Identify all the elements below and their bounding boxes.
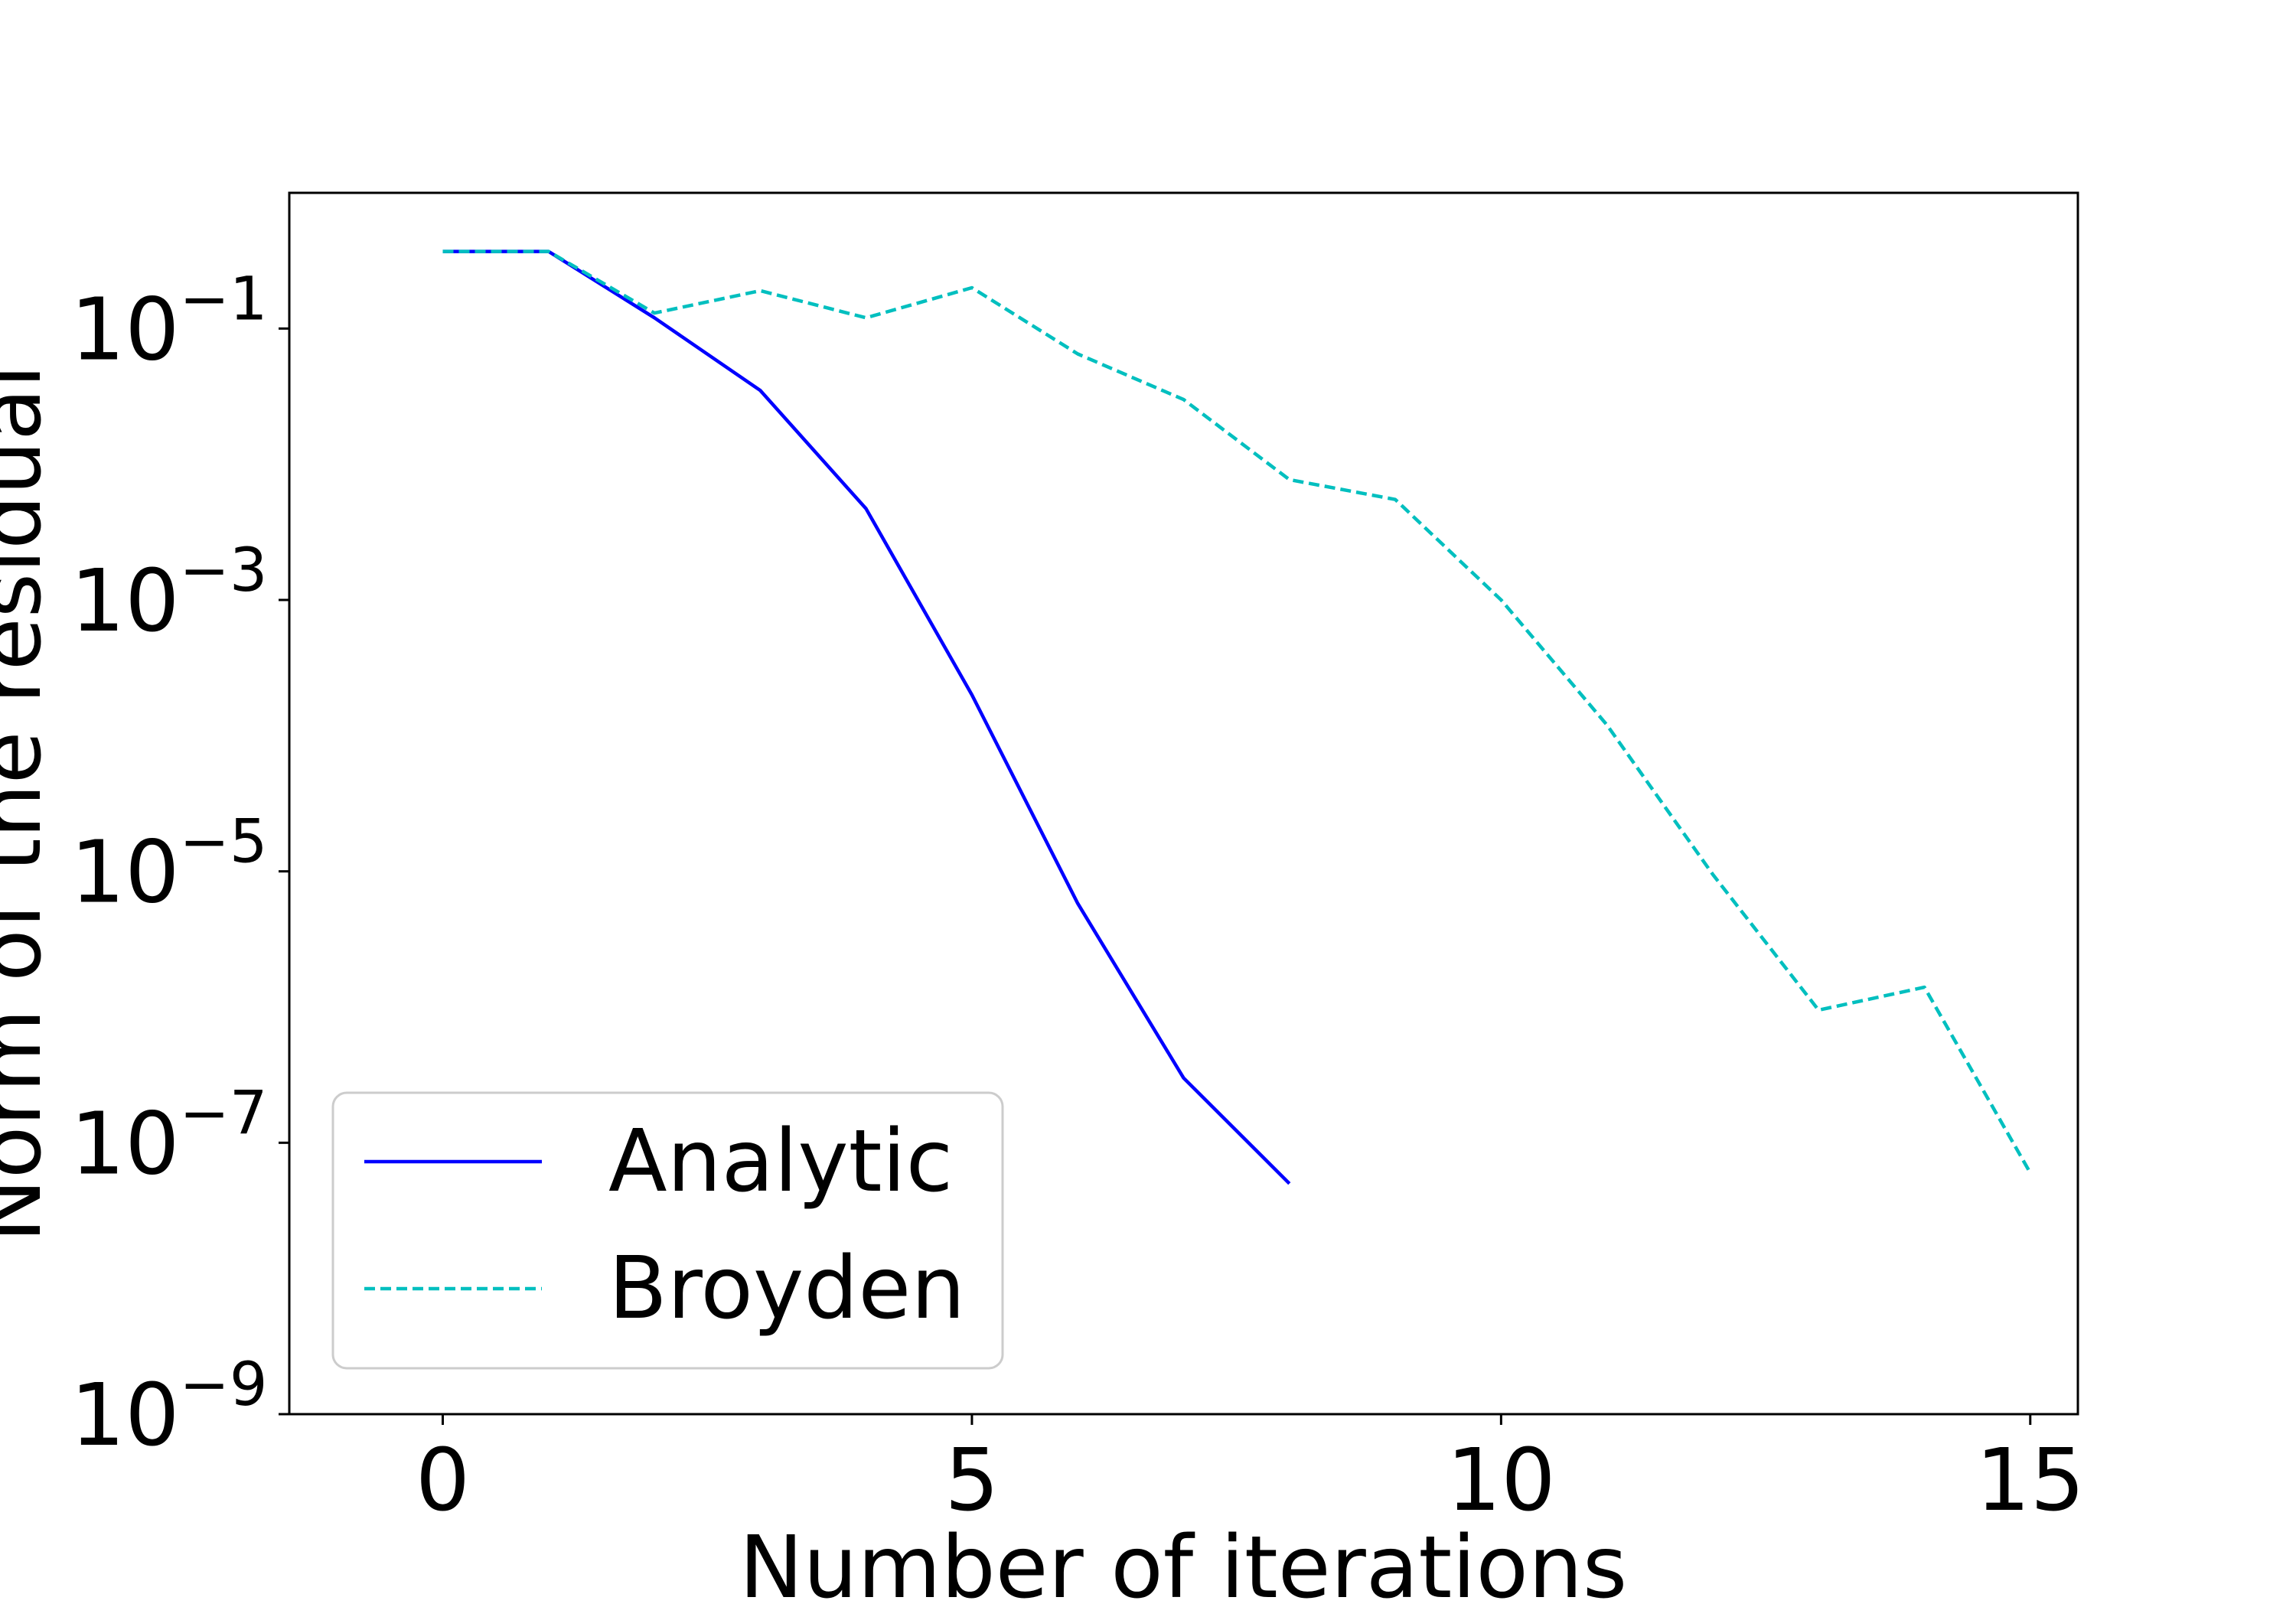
series-layer <box>442 249 2032 1185</box>
legend-label-analytic: Analytic <box>608 1112 953 1211</box>
series-line-broyden <box>442 249 2032 1174</box>
x-tick-label-15: 15 <box>1976 1431 2086 1530</box>
plot-frame <box>288 191 2079 1416</box>
y-tick-label-1em3: 10−3 <box>70 536 268 651</box>
x-tick-label-0: 0 <box>416 1431 470 1530</box>
y-tick-label-1em1: 10−1 <box>70 265 268 380</box>
x-axis-ticks: 0 5 10 15 <box>416 1414 2085 1530</box>
y-axis-label: Norm of the residual <box>0 364 60 1243</box>
legend: Analytic Broyden <box>331 1091 1004 1370</box>
x-axis-label: Number of iterations <box>739 1518 1628 1607</box>
legend-label-broyden: Broyden <box>608 1239 965 1338</box>
y-tick-label-1em5: 10−5 <box>70 808 268 923</box>
x-tick-label-5: 5 <box>944 1431 999 1530</box>
y-tick-label-1em9: 10−9 <box>70 1351 268 1465</box>
y-axis-ticks: 10−1 10−3 10−5 10−7 10−9 <box>70 265 289 1465</box>
x-tick-label-10: 10 <box>1446 1431 1556 1530</box>
y-tick-label-1em7: 10−7 <box>70 1079 268 1194</box>
